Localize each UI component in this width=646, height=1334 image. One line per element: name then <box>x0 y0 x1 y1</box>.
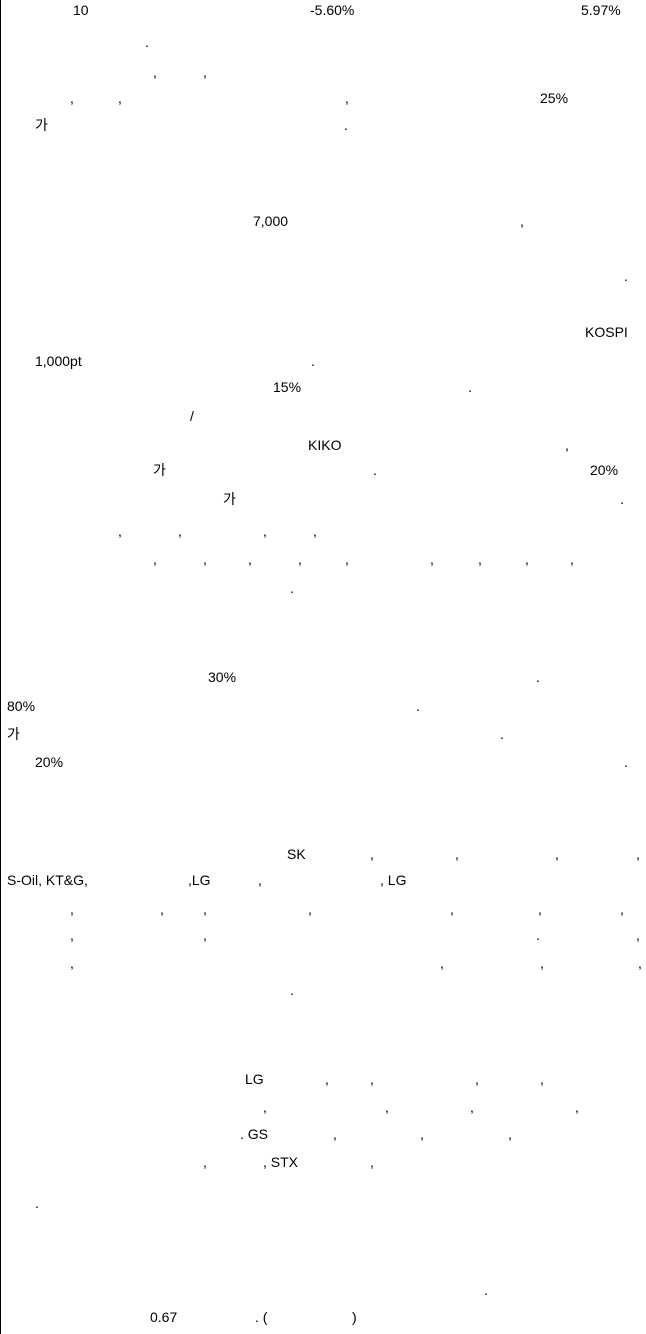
text-fragment: , <box>325 1071 329 1087</box>
text-fragment: , <box>203 64 207 80</box>
text-fragment: , <box>520 213 524 229</box>
text-fragment: , <box>540 955 544 971</box>
text-fragment: , <box>258 872 262 888</box>
text-fragment: KOSPI <box>585 324 628 340</box>
text-fragment: 15% <box>273 379 302 395</box>
text-fragment: . ( <box>255 1309 268 1325</box>
text-fragment: -5.60% <box>310 2 355 18</box>
text-fragment: , <box>203 551 207 567</box>
text-fragment: . <box>536 927 540 943</box>
text-fragment: 30% <box>208 669 237 685</box>
text-fragment: , <box>555 846 559 862</box>
text-fragment: ) <box>352 1309 357 1325</box>
text-fragment: , <box>430 551 434 567</box>
text-fragment: , <box>248 551 252 567</box>
text-fragment: . <box>468 379 472 395</box>
text-fragment: , <box>153 551 157 567</box>
text-fragment: . <box>624 754 628 770</box>
text-fragment: , <box>478 551 482 567</box>
text-fragment: KIKO <box>308 437 342 453</box>
text-fragment: , <box>203 1154 207 1170</box>
text-fragment: , <box>450 901 454 917</box>
text-fragment: LG <box>245 1071 264 1087</box>
text-fragment: , <box>370 846 374 862</box>
text-fragment: , <box>263 523 267 539</box>
text-fragment: . <box>373 462 377 478</box>
text-fragment: 가 <box>223 491 236 507</box>
text-fragment: , <box>470 1099 474 1115</box>
text-fragment: , <box>370 1071 374 1087</box>
text-fragment: . <box>145 34 149 50</box>
text-fragment: SK <box>287 846 306 862</box>
text-fragment: . <box>311 353 315 369</box>
text-fragment: , <box>345 551 349 567</box>
text-fragment: , <box>118 90 122 106</box>
text-fragment: , <box>636 927 640 943</box>
text-fragment: , <box>70 901 74 917</box>
text-fragment: . <box>344 117 348 133</box>
text-fragment: / <box>190 408 194 424</box>
text-fragment: , <box>160 901 164 917</box>
text-fragment: . <box>624 268 628 284</box>
text-fragment: . <box>35 1195 39 1211</box>
text-fragment: , <box>508 1126 512 1142</box>
text-fragment: , <box>203 901 207 917</box>
text-fragment: , <box>636 846 640 862</box>
text-fragment: 5.97% <box>581 2 621 18</box>
text-fragment: , <box>263 1099 267 1115</box>
text-fragment: . <box>416 698 420 714</box>
text-fragment: , <box>70 90 74 106</box>
text-fragment: S-Oil, KT&G, <box>7 872 88 888</box>
text-fragment: , <box>370 1154 374 1170</box>
text-fragment: , <box>345 90 349 106</box>
text-fragment: , <box>638 955 642 971</box>
text-fragment: 가 <box>7 726 20 742</box>
text-fragment: , <box>70 955 74 971</box>
text-fragment: 7,000 <box>253 213 289 229</box>
text-fragment: , STX <box>263 1154 299 1170</box>
text-fragment: , <box>540 1071 544 1087</box>
text-fragment: , <box>203 927 207 943</box>
text-fragment: 가 <box>153 462 166 478</box>
text-fragment: 25% <box>540 90 569 106</box>
text-fragment: , <box>565 437 569 453</box>
text-fragment: 80% <box>7 698 36 714</box>
text-fragment: . GS <box>240 1126 269 1142</box>
text-fragment: , <box>385 1099 389 1115</box>
page-left-border <box>0 0 1 1334</box>
text-fragment: , LG <box>380 872 407 888</box>
text-fragment: , <box>420 1126 424 1142</box>
text-fragment: 1,000pt <box>35 353 82 369</box>
text-fragment: , <box>525 551 529 567</box>
text-fragment: , <box>575 1099 579 1115</box>
text-fragment: . <box>290 982 294 998</box>
text-fragment: 20% <box>35 754 64 770</box>
text-fragment: . <box>290 580 294 596</box>
text-fragment: 10 <box>73 2 89 18</box>
text-fragment: , <box>538 901 542 917</box>
text-fragment: 0.67 <box>150 1309 178 1325</box>
text-fragment: 20% <box>590 462 619 478</box>
text-fragment: , <box>118 523 122 539</box>
text-fragment: ,LG <box>188 872 211 888</box>
text-fragment: . <box>500 726 504 742</box>
text-fragment: , <box>308 901 312 917</box>
text-fragment: , <box>70 927 74 943</box>
text-fragment: . <box>620 491 624 507</box>
text-fragment: , <box>620 901 624 917</box>
text-fragment: . <box>536 669 540 685</box>
text-fragment: , <box>475 1071 479 1087</box>
text-fragment: 가 <box>35 117 48 133</box>
text-fragment: , <box>455 846 459 862</box>
text-fragment: . <box>484 1282 488 1298</box>
text-fragment: , <box>570 551 574 567</box>
text-fragment: , <box>313 523 317 539</box>
text-fragment: , <box>333 1126 337 1142</box>
text-fragment: , <box>298 551 302 567</box>
text-fragment: , <box>440 955 444 971</box>
text-fragment: , <box>178 523 182 539</box>
text-fragment: , <box>153 64 157 80</box>
